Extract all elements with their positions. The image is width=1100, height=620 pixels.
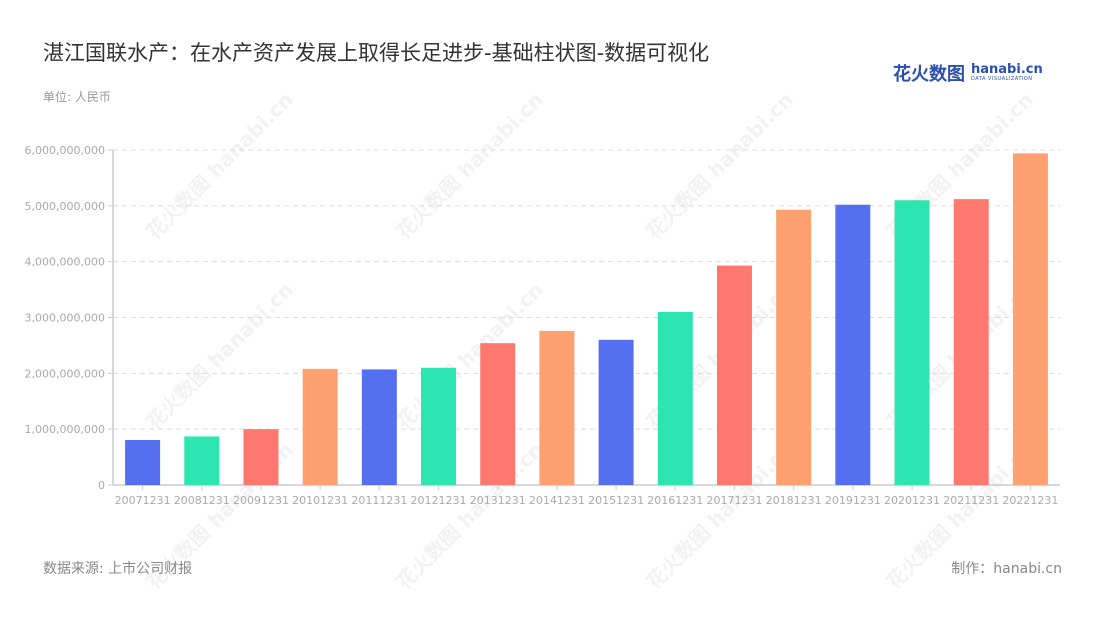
x-tick-label: 20101231 [292, 494, 348, 507]
x-tick-label: 20171231 [706, 494, 762, 507]
bar [361, 369, 397, 485]
x-tick-label: 20121231 [411, 494, 467, 507]
x-tick-label: 20091231 [233, 494, 289, 507]
bar [657, 311, 693, 485]
x-tick-label: 20181231 [766, 494, 822, 507]
y-tick-label: 2,000,000,000 [25, 367, 105, 380]
x-tick-label: 20081231 [174, 494, 230, 507]
y-tick-label: 1,000,000,000 [25, 423, 105, 436]
bar [480, 343, 516, 485]
unit-label: 单位: 人民币 [43, 90, 111, 104]
bar [598, 339, 634, 485]
x-tick-label: 20221231 [1002, 494, 1058, 507]
bar [421, 367, 457, 485]
x-tick-label: 20111231 [351, 494, 407, 507]
credit: 制作：hanabi.cn [951, 561, 1062, 577]
logo-subtitle: DATA VISUALIZATION [971, 76, 1033, 82]
y-tick-label: 0 [98, 479, 105, 492]
logo-en: hanabi.cn DATA VISUALIZATION [971, 63, 1043, 83]
bar [184, 436, 220, 485]
y-tick-label: 6,000,000,000 [25, 144, 105, 157]
bar [539, 330, 575, 485]
bar [243, 429, 279, 485]
y-tick-label: 3,000,000,000 [25, 312, 105, 325]
x-tick-label: 20151231 [588, 494, 644, 507]
bar [125, 439, 161, 485]
bar [953, 199, 989, 485]
y-tick-label: 4,000,000,000 [25, 256, 105, 269]
bar [894, 200, 930, 485]
bar [776, 209, 812, 485]
data-source: 数据来源: 上市公司财报 [43, 561, 193, 577]
brand-logo: 花火数图 hanabi.cn DATA VISUALIZATION [893, 60, 1043, 86]
x-tick-label: 20211231 [943, 494, 999, 507]
x-tick-label: 20141231 [529, 494, 585, 507]
x-tick-label: 20071231 [115, 494, 171, 507]
bar [716, 265, 752, 485]
bar [835, 204, 871, 485]
y-tick-label: 5,000,000,000 [25, 200, 105, 213]
bar [1012, 153, 1048, 485]
bar [302, 368, 338, 485]
logo-en-text: hanabi.cn [971, 62, 1043, 77]
x-tick-label: 20191231 [825, 494, 881, 507]
x-tick-label: 20131231 [470, 494, 526, 507]
page-title: 湛江国联水产：在水产资产发展上取得长足进步-基础柱状图-数据可视化 [43, 41, 710, 65]
x-tick-label: 20201231 [884, 494, 940, 507]
x-tick-label: 20161231 [647, 494, 703, 507]
logo-cn-text: 花火数图 [893, 64, 965, 85]
